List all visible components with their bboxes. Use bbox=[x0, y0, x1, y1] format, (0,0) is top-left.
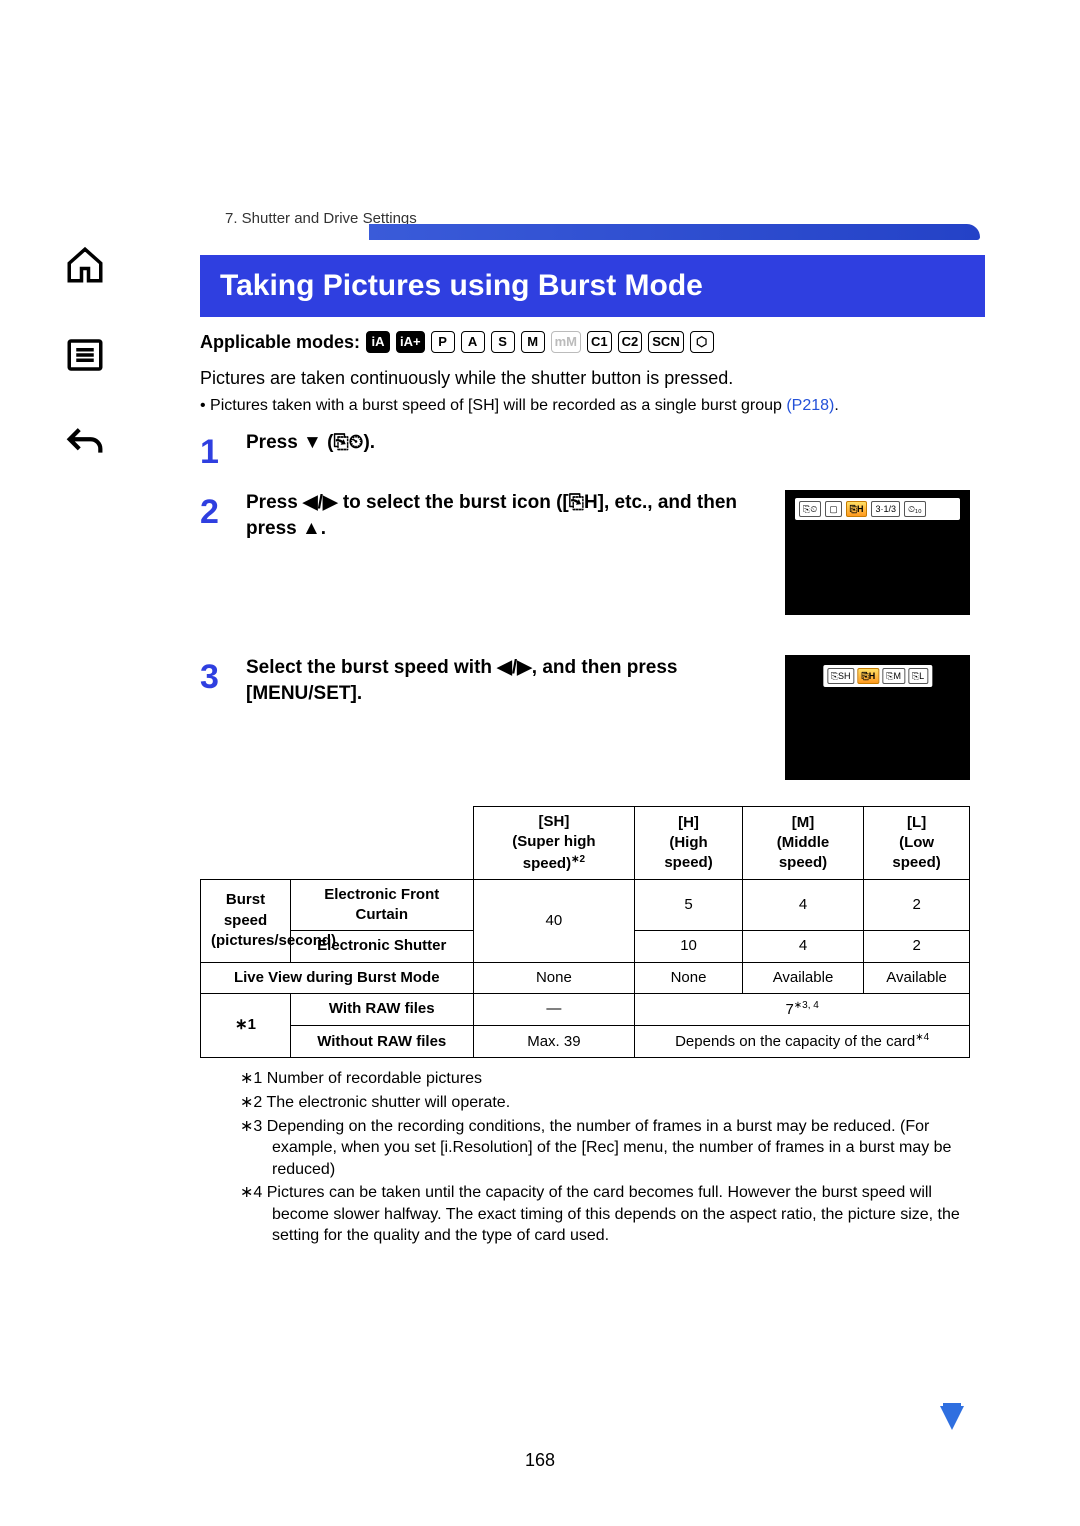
strip-item: ⎘⏲ bbox=[799, 501, 821, 517]
col-h: [H] (High speed) bbox=[635, 807, 742, 880]
row-withraw: With RAW files bbox=[291, 993, 474, 1025]
spec-table: [SH] (Super high speed)∗2 [H] (High spee… bbox=[200, 806, 970, 1058]
step-number: 2 bbox=[200, 490, 228, 536]
cell: — bbox=[473, 993, 635, 1025]
strip-item: ▢ bbox=[825, 501, 842, 517]
step-3: 3 Select the burst speed with ◀/▶, and t… bbox=[200, 655, 970, 780]
back-icon[interactable] bbox=[55, 415, 115, 475]
cell: Max. 39 bbox=[473, 1026, 635, 1058]
row-withoutraw: Without RAW files bbox=[291, 1026, 474, 1058]
cell: None bbox=[473, 962, 635, 993]
cell: 5 bbox=[635, 879, 742, 931]
bullet-prefix: • Pictures taken with a burst speed of [… bbox=[200, 397, 786, 414]
lcd-preview: ⎘SH ⎘H ⎘M ⎘L bbox=[785, 655, 970, 780]
mode-icon: C1 bbox=[587, 331, 612, 353]
col-l: [L] (Low speed) bbox=[864, 807, 970, 880]
mode-icon: P bbox=[431, 331, 455, 353]
step-text: Press ▼ (⎘⏲). bbox=[246, 430, 970, 456]
cell: Available bbox=[864, 962, 970, 993]
mode-icon: C2 bbox=[618, 331, 643, 353]
cell: 2 bbox=[864, 931, 970, 962]
footnote: ∗3 Depending on the recording conditions… bbox=[240, 1116, 970, 1181]
intro-text: Pictures are taken continuously while th… bbox=[200, 366, 970, 390]
row-efc: Electronic Front Curtain bbox=[291, 879, 474, 931]
step-2: 2 Press ◀/▶ to select the burst icon ([⎘… bbox=[200, 490, 970, 615]
mode-icon: M bbox=[521, 331, 545, 353]
cell: 2 bbox=[864, 879, 970, 931]
menu-icon[interactable] bbox=[55, 325, 115, 385]
cell: 10 bbox=[635, 931, 742, 962]
page-title: Taking Pictures using Burst Mode bbox=[200, 255, 985, 317]
step-number: 3 bbox=[200, 655, 228, 701]
cell: Depends on the capacity of the card∗4 bbox=[635, 1026, 970, 1058]
strip-item: ⏲₁₀ bbox=[904, 501, 926, 517]
home-icon[interactable] bbox=[55, 235, 115, 295]
strip-item: ⎘H bbox=[858, 668, 880, 684]
mode-icon: iA bbox=[366, 331, 390, 353]
header-ribbon bbox=[40, 232, 980, 242]
page-number: 168 bbox=[0, 1450, 1080, 1471]
col-m: [M] (Middle speed) bbox=[742, 807, 863, 880]
footnote: ∗2 The electronic shutter will operate. bbox=[240, 1092, 970, 1114]
applicable-label: Applicable modes: bbox=[200, 330, 360, 354]
mode-icon: A bbox=[461, 331, 485, 353]
footnotes: ∗1 Number of recordable pictures ∗2 The … bbox=[200, 1068, 970, 1247]
row-liveview: Live View during Burst Mode bbox=[201, 962, 474, 993]
cell: 4 bbox=[742, 879, 863, 931]
strip-item: ⎘SH bbox=[827, 668, 855, 684]
strip-item: ⎘L bbox=[908, 668, 928, 684]
mode-icon: iA+ bbox=[396, 331, 425, 353]
step-text: Press ◀/▶ to select the burst icon ([⎘H]… bbox=[246, 490, 757, 541]
page-link[interactable]: (P218) bbox=[786, 397, 834, 414]
footnote: ∗4 Pictures can be taken until the capac… bbox=[240, 1182, 970, 1247]
strip-item: 3·1/3 bbox=[871, 501, 900, 517]
step-text: Select the burst speed with ◀/▶, and the… bbox=[246, 655, 757, 706]
applicable-modes: Applicable modes: iA iA+ P A S M mM C1 C… bbox=[200, 330, 970, 354]
bullet-suffix: . bbox=[834, 397, 838, 414]
strip-item: ⎘H bbox=[846, 501, 868, 517]
strip-item: ⎘M bbox=[882, 668, 905, 684]
lcd-preview: ⎘⏲ ▢ ⎘H 3·1/3 ⏲₁₀ bbox=[785, 490, 970, 615]
footnote: ∗1 Number of recordable pictures bbox=[240, 1068, 970, 1090]
bullet-note: • Pictures taken with a burst speed of [… bbox=[200, 395, 970, 417]
cell: 4 bbox=[742, 931, 863, 962]
cell: None bbox=[635, 962, 742, 993]
next-page-icon[interactable] bbox=[934, 1400, 970, 1436]
col-sh: [SH] (Super high speed)∗2 bbox=[473, 807, 635, 880]
step-number: 1 bbox=[200, 430, 228, 476]
mode-icon: S bbox=[491, 331, 515, 353]
mode-icon: ⬡ bbox=[690, 331, 714, 353]
row-es: Electronic Shutter bbox=[291, 931, 474, 962]
mode-icon: SCN bbox=[648, 331, 683, 353]
mode-icon: mM bbox=[551, 331, 581, 353]
cell: 7∗3, 4 bbox=[635, 993, 970, 1025]
cell: 40 bbox=[473, 879, 635, 962]
cell: Available bbox=[742, 962, 863, 993]
row-burst-speed: Burst speed (pictures/second) bbox=[201, 879, 291, 962]
row-star1: ∗1 bbox=[201, 993, 291, 1058]
step-1: 1 Press ▼ (⎘⏲). bbox=[200, 430, 970, 476]
